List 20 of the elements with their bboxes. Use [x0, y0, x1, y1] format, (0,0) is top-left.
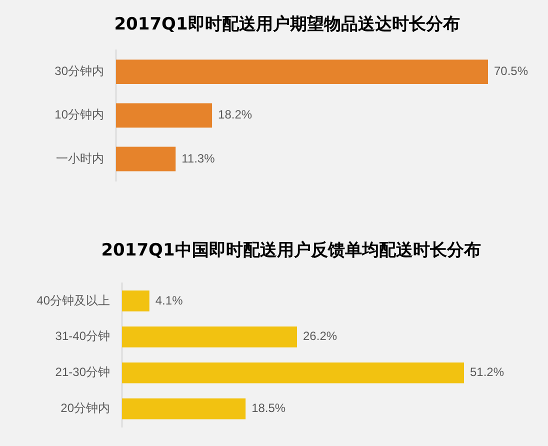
y-tick-label: 10分钟内 — [54, 108, 104, 122]
data-label: 4.1% — [155, 293, 184, 308]
y-tick-label: 21-30分钟 — [55, 365, 110, 380]
data-label: 18.2% — [218, 108, 252, 122]
chart-title: 2017Q1即时配送用户期望物品送达时长分布 — [114, 14, 460, 34]
chart-title: 2017Q1中国即时配送用户反馈单均配送时长分布 — [101, 240, 481, 260]
bar — [122, 362, 464, 384]
y-tick-label: 20分钟内 — [60, 401, 110, 416]
y-tick-label: 一小时内 — [56, 151, 104, 166]
data-label: 26.2% — [303, 329, 338, 344]
y-tick-label: 40分钟及以上 — [36, 293, 110, 308]
bar — [122, 290, 150, 312]
bar — [122, 398, 246, 420]
data-label: 70.5% — [494, 64, 528, 78]
data-label: 18.5% — [252, 401, 286, 416]
bar — [122, 326, 298, 348]
data-label: 51.2% — [470, 365, 504, 380]
y-tick-label: 30分钟内 — [54, 64, 104, 78]
data-label: 11.3% — [182, 151, 216, 166]
y-tick-label: 31-40分钟 — [55, 329, 110, 344]
